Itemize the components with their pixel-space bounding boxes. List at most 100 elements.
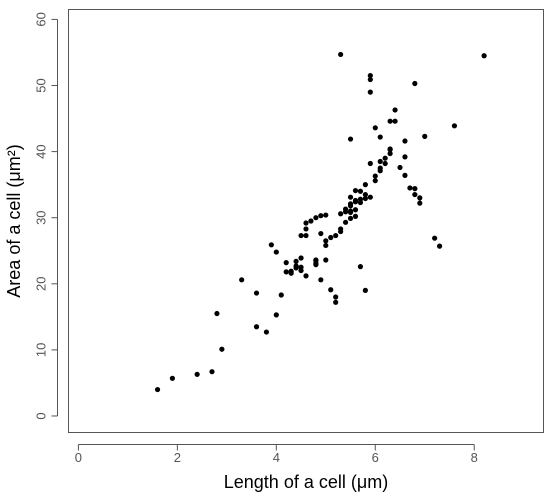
y-tick-label: 40: [34, 144, 49, 158]
data-point: [352, 197, 359, 204]
data-point: [333, 299, 339, 305]
data-point: [347, 215, 354, 221]
data-point: [372, 173, 378, 179]
x-axis-title: Length of a cell (μm): [224, 472, 388, 492]
data-point: [298, 264, 304, 270]
data-point: [407, 185, 413, 191]
data-point: [154, 386, 161, 393]
data-point: [338, 211, 344, 217]
data-point: [313, 215, 319, 221]
data-point: [298, 232, 304, 239]
data-point: [347, 136, 354, 142]
data-point: [323, 242, 329, 249]
data-point: [318, 277, 324, 283]
data-point: [402, 172, 408, 178]
data-point: [308, 218, 314, 224]
x-tick-label: 8: [471, 450, 478, 465]
data-point: [397, 164, 403, 171]
data-point: [357, 199, 364, 206]
data-point: [318, 230, 324, 237]
data-point: [263, 329, 270, 335]
data-point: [328, 234, 334, 241]
data-point: [367, 160, 373, 167]
data-point: [288, 270, 294, 276]
data-point: [342, 219, 349, 225]
data-point: [273, 312, 279, 318]
data-point: [303, 273, 309, 279]
data-point: [392, 118, 398, 124]
data-point: [352, 207, 359, 213]
data-point: [377, 158, 383, 165]
y-tick-label: 30: [34, 210, 49, 224]
data-point: [362, 182, 368, 188]
data-point: [273, 249, 279, 255]
x-axis: 0 2 4 6 8: [75, 444, 478, 465]
x-tick-label: 4: [273, 450, 280, 465]
data-point: [342, 209, 349, 215]
y-tick-label: 50: [34, 78, 49, 92]
data-point: [214, 310, 220, 317]
data-point: [303, 220, 309, 226]
data-point: [323, 238, 329, 244]
data-point: [323, 212, 329, 218]
data-point: [412, 186, 418, 192]
data-point: [318, 213, 324, 219]
x-tick-label: 0: [75, 450, 82, 465]
data-point: [298, 255, 304, 261]
data-point: [387, 118, 393, 124]
data-point: [417, 195, 423, 201]
data-point: [239, 277, 245, 283]
data-point: [347, 194, 354, 200]
data-point: [357, 264, 364, 270]
data-point: [372, 125, 378, 131]
data-point: [303, 226, 309, 232]
data-point: [422, 133, 428, 139]
data-point: [382, 155, 388, 161]
data-point: [382, 160, 388, 167]
data-point: [362, 191, 368, 198]
data-point: [209, 369, 215, 375]
data-point: [362, 195, 368, 202]
data-point: [169, 375, 176, 381]
data-point: [268, 242, 274, 248]
x-tick-label: 6: [372, 450, 379, 465]
data-point: [436, 243, 443, 249]
y-axis: 0 10 20 30 40 50 60: [34, 12, 58, 420]
data-point: [417, 200, 423, 206]
data-point: [333, 232, 339, 239]
y-tick-label: 0: [34, 412, 49, 419]
data-point: [194, 371, 200, 377]
data-point: [303, 232, 309, 239]
data-point: [402, 154, 408, 160]
data-point: [283, 260, 289, 266]
data-point: [451, 123, 458, 129]
data-point: [372, 178, 378, 184]
data-point: [387, 146, 393, 152]
data-point: [367, 72, 373, 79]
x-tick-label: 2: [174, 450, 181, 465]
y-tick-label: 20: [34, 277, 49, 291]
data-point: [323, 257, 329, 263]
data-point: [347, 203, 354, 209]
data-point: [432, 235, 438, 241]
y-tick-label: 10: [34, 343, 49, 357]
y-tick-label: 60: [34, 12, 49, 26]
data-point: [333, 294, 339, 300]
data-point: [367, 76, 373, 83]
data-point: [352, 213, 359, 219]
data-point: [367, 194, 373, 200]
data-point: [338, 51, 344, 58]
data-point: [293, 265, 299, 271]
data-point: [253, 290, 260, 296]
data-point: [357, 188, 364, 194]
data-point: [387, 150, 393, 157]
data-point: [481, 53, 487, 59]
data-points: [154, 51, 487, 393]
data-point: [278, 292, 284, 298]
data-point: [412, 80, 418, 87]
data-point: [328, 287, 334, 293]
data-point: [362, 287, 368, 293]
plot-frame: [68, 9, 544, 433]
